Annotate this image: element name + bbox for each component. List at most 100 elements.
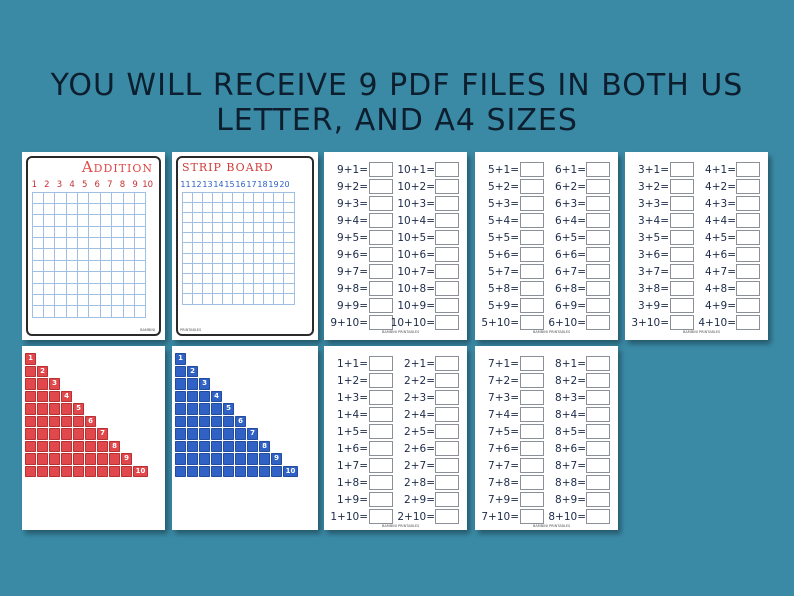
answer-box[interactable] [586,441,610,456]
answer-box[interactable] [586,373,610,388]
answer-box[interactable] [586,247,610,262]
answer-box[interactable] [369,162,393,177]
answer-box[interactable] [369,509,393,524]
answer-box[interactable] [369,196,393,211]
answer-box[interactable] [586,356,610,371]
answer-box[interactable] [520,196,544,211]
answer-box[interactable] [586,458,610,473]
answer-box[interactable] [435,492,459,507]
answer-box[interactable] [435,356,459,371]
answer-box[interactable] [586,298,610,313]
answer-box[interactable] [670,315,694,330]
answer-box[interactable] [586,179,610,194]
answer-box[interactable] [586,230,610,245]
answer-box[interactable] [435,213,459,228]
answer-box[interactable] [369,390,393,405]
answer-box[interactable] [670,264,694,279]
answer-box[interactable] [736,196,760,211]
answer-box[interactable] [435,424,459,439]
answer-box[interactable] [586,509,610,524]
answer-box[interactable] [670,230,694,245]
answer-box[interactable] [670,247,694,262]
answer-box[interactable] [586,407,610,422]
answer-box[interactable] [586,196,610,211]
answer-box[interactable] [369,373,393,388]
answer-box[interactable] [670,179,694,194]
answer-box[interactable] [369,492,393,507]
answer-box[interactable] [520,509,544,524]
answer-box[interactable] [520,281,544,296]
answer-box[interactable] [520,298,544,313]
answer-box[interactable] [586,475,610,490]
answer-box[interactable] [520,492,544,507]
answer-box[interactable] [435,162,459,177]
answer-box[interactable] [520,179,544,194]
answer-box[interactable] [435,407,459,422]
answer-box[interactable] [435,298,459,313]
answer-box[interactable] [586,162,610,177]
answer-box[interactable] [520,315,544,330]
answer-box[interactable] [520,424,544,439]
answer-box[interactable] [736,213,760,228]
answer-box[interactable] [369,441,393,456]
answer-box[interactable] [435,475,459,490]
answer-box[interactable] [369,458,393,473]
answer-box[interactable] [435,281,459,296]
answer-box[interactable] [369,179,393,194]
answer-box[interactable] [369,230,393,245]
answer-box[interactable] [736,247,760,262]
answer-box[interactable] [670,162,694,177]
answer-box[interactable] [736,179,760,194]
answer-box[interactable] [670,196,694,211]
answer-box[interactable] [369,315,393,330]
answer-box[interactable] [435,315,459,330]
answer-box[interactable] [520,230,544,245]
answer-box[interactable] [736,298,760,313]
answer-box[interactable] [369,247,393,262]
answer-box[interactable] [435,196,459,211]
answer-box[interactable] [435,390,459,405]
answer-box[interactable] [369,213,393,228]
answer-box[interactable] [736,281,760,296]
answer-box[interactable] [520,356,544,371]
answer-box[interactable] [369,475,393,490]
answer-box[interactable] [520,264,544,279]
answer-box[interactable] [435,458,459,473]
answer-box[interactable] [586,390,610,405]
answer-box[interactable] [369,424,393,439]
answer-box[interactable] [520,373,544,388]
answer-box[interactable] [369,356,393,371]
answer-box[interactable] [520,247,544,262]
answer-box[interactable] [670,213,694,228]
answer-box[interactable] [736,162,760,177]
answer-box[interactable] [435,230,459,245]
answer-box[interactable] [520,458,544,473]
answer-box[interactable] [369,264,393,279]
answer-box[interactable] [586,264,610,279]
answer-box[interactable] [435,373,459,388]
answer-box[interactable] [670,281,694,296]
answer-box[interactable] [736,230,760,245]
answer-box[interactable] [435,264,459,279]
answer-box[interactable] [520,407,544,422]
answer-box[interactable] [736,315,760,330]
answer-box[interactable] [586,492,610,507]
answer-box[interactable] [435,247,459,262]
answer-box[interactable] [369,407,393,422]
answer-box[interactable] [520,441,544,456]
answer-box[interactable] [435,179,459,194]
answer-box[interactable] [520,475,544,490]
answer-box[interactable] [520,162,544,177]
answer-box[interactable] [736,264,760,279]
answer-box[interactable] [586,424,610,439]
answer-box[interactable] [670,298,694,313]
answer-box[interactable] [435,509,459,524]
answer-box[interactable] [520,213,544,228]
answer-box[interactable] [369,298,393,313]
answer-box[interactable] [586,315,610,330]
answer-box[interactable] [586,213,610,228]
answer-box[interactable] [586,281,610,296]
answer-box[interactable] [369,281,393,296]
answer-box[interactable] [520,390,544,405]
answer-box[interactable] [435,441,459,456]
